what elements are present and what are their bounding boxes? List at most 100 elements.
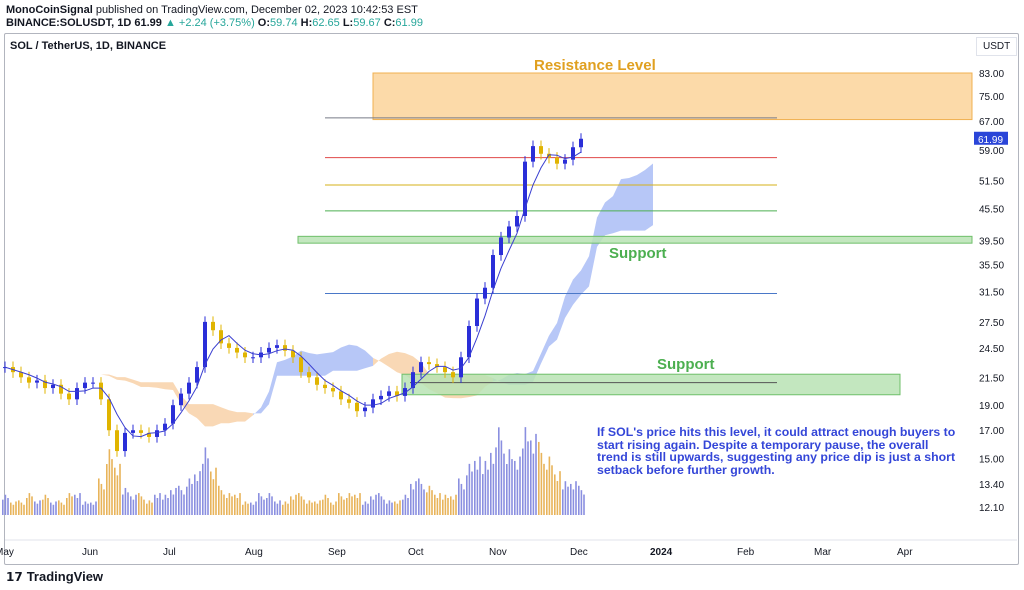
last-price: 61.99 (134, 17, 162, 29)
c-label: C: (383, 17, 396, 29)
price-tick: 83.00 (979, 69, 1004, 80)
time-tick: Oct (408, 547, 424, 558)
currency-button[interactable]: USDT (976, 37, 1018, 56)
candle-body (539, 146, 543, 154)
volume-bar (463, 489, 465, 515)
volume-bar (378, 493, 380, 515)
candle-body (515, 215, 519, 227)
candle-body (59, 384, 63, 394)
volume-bar (580, 490, 583, 515)
ichimoku-cloud-segment (557, 296, 565, 340)
ichimoku-cloud-segment (357, 345, 365, 371)
volume-bar (130, 496, 132, 515)
volume-bar (92, 504, 95, 515)
tradingview-logo[interactable]: 𝟭𝟳 TradingView (6, 569, 103, 584)
volume-bar (492, 463, 495, 515)
candle-body (123, 432, 127, 452)
volume-bar (143, 499, 145, 515)
volume-bar (84, 501, 87, 515)
volume-bar (548, 456, 551, 515)
volume-bar (546, 469, 548, 515)
candle-body (75, 388, 79, 400)
volume-bar (559, 471, 561, 515)
price-change: ▲ +2.24 (+3.75%) (164, 17, 255, 29)
ichimoku-cloud-segment (133, 379, 141, 387)
time-tick: Mar (814, 547, 832, 558)
volume-bar (306, 503, 308, 515)
volume-bar (423, 489, 425, 515)
author[interactable]: MonoCoinSignal (6, 4, 93, 16)
volume-bar (364, 501, 367, 515)
candle-body (179, 393, 183, 406)
volume-bar (343, 499, 345, 515)
volume-bar (383, 499, 385, 515)
volume-bar (167, 498, 169, 515)
candle-body (219, 330, 223, 344)
volume-bar (226, 498, 228, 515)
volume-bar (114, 467, 116, 515)
time-tick: Apr (897, 547, 913, 558)
candle-body (451, 372, 455, 378)
volume-bar (407, 498, 409, 515)
volume-bar (250, 502, 252, 515)
volume-bar (442, 499, 444, 515)
publish-date: published on TradingView.com, December 0… (92, 4, 418, 16)
price-tick: 45.50 (979, 204, 1004, 215)
volume-bar (394, 501, 396, 515)
ichimoku-cloud-segment (149, 382, 157, 388)
volume-bar (276, 503, 279, 515)
price-tick: 75.00 (979, 92, 1004, 103)
volume-bar (583, 494, 585, 515)
tv-logo-icon: 𝟭𝟳 (6, 569, 23, 584)
volume-bar (356, 498, 359, 515)
volume-bar (468, 463, 471, 515)
volume-bar (322, 499, 324, 515)
price-tick: 15.00 (979, 454, 1004, 465)
ichimoku-cloud-segment (349, 344, 357, 371)
price-tick: 67.00 (979, 117, 1004, 128)
volume-bar (367, 503, 369, 515)
ichimoku-cloud-segment (237, 412, 245, 422)
volume-bar (362, 504, 364, 515)
candle-body (523, 161, 527, 216)
volume-bar (516, 469, 519, 515)
volume-bar (31, 496, 33, 515)
volume-bar (255, 501, 257, 515)
price-tick: 17.00 (979, 426, 1004, 437)
volume-bar (68, 493, 71, 515)
volume-bar (431, 490, 433, 515)
chart-frame[interactable] (4, 33, 1019, 565)
ichimoku-cloud-segment (101, 374, 109, 376)
volume-bar (498, 427, 500, 515)
support-label-lower: Support (657, 356, 715, 373)
candle-body (507, 226, 511, 238)
o-label: O: (257, 17, 271, 29)
volume-bar (79, 493, 81, 515)
h-label: H: (300, 17, 313, 29)
resistance-zone (372, 72, 973, 121)
candle-body (323, 384, 327, 389)
volume-bar (172, 494, 175, 515)
candle-body (235, 347, 239, 353)
volume-bar (271, 496, 273, 515)
time-tick: Jul (163, 547, 176, 558)
candle-body (43, 380, 47, 389)
candle-body (427, 362, 431, 365)
volume-bar (47, 498, 49, 515)
candle-body (571, 147, 575, 160)
ichimoku-cloud-segment (589, 217, 597, 287)
candle-body (491, 255, 495, 288)
ichimoku-cloud-segment (341, 344, 349, 371)
volume-bar (260, 496, 263, 515)
volume-bar (95, 501, 97, 515)
last-price-marker (974, 131, 1008, 145)
candle-body (267, 347, 271, 353)
volume-bar (186, 486, 188, 515)
volume-bar (15, 501, 17, 515)
candle-body (171, 405, 175, 424)
volume-bar (476, 469, 479, 515)
volume-bar (452, 499, 455, 515)
time-tick: Aug (245, 547, 263, 558)
volume-bar (162, 499, 164, 515)
